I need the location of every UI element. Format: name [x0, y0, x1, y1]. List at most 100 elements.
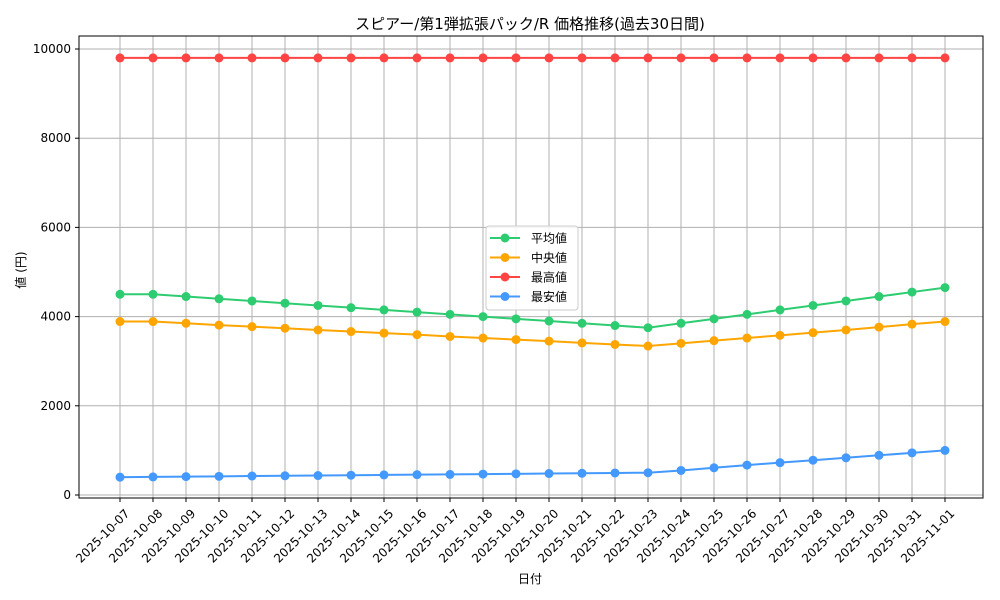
y-axis-label: 値 (円) — [13, 251, 28, 288]
y-tick-label: 4000 — [40, 310, 71, 324]
y-tick-label: 0 — [63, 488, 71, 502]
data-point — [148, 289, 158, 299]
data-point — [775, 53, 785, 63]
data-point — [379, 305, 389, 315]
data-point — [181, 53, 191, 63]
data-point — [247, 322, 257, 332]
data-point — [346, 53, 356, 63]
data-point — [478, 53, 488, 63]
data-point — [511, 469, 521, 479]
data-point — [874, 292, 884, 302]
data-point — [874, 450, 884, 460]
data-point — [445, 331, 455, 341]
x-axis-label: 日付 — [518, 572, 542, 586]
data-point — [940, 445, 950, 455]
data-point — [775, 458, 785, 468]
data-point — [742, 53, 752, 63]
y-tick-label: 6000 — [40, 220, 71, 234]
data-point — [148, 317, 158, 327]
series-3 — [115, 445, 950, 482]
data-point — [445, 469, 455, 479]
data-point — [478, 333, 488, 343]
series-line — [119, 449, 946, 479]
data-point — [346, 470, 356, 480]
data-point — [643, 53, 653, 63]
data-point — [445, 309, 455, 319]
legend-box — [485, 225, 579, 311]
data-point — [214, 53, 224, 63]
legend-label: 最安値 — [531, 289, 567, 304]
data-point — [412, 330, 422, 340]
data-point — [280, 298, 290, 308]
data-point — [907, 53, 917, 63]
legend-label: 中央値 — [531, 250, 567, 265]
legend-label: 最高値 — [531, 270, 567, 285]
data-point — [676, 53, 686, 63]
data-point — [709, 53, 719, 63]
data-point — [940, 53, 950, 63]
legend-marker — [500, 233, 510, 243]
data-point — [412, 53, 422, 63]
y-tick-label: 8000 — [40, 131, 71, 145]
data-point — [214, 320, 224, 330]
series-2 — [115, 53, 950, 63]
data-point — [907, 448, 917, 458]
y-tick-label: 2000 — [40, 399, 71, 413]
data-point — [115, 472, 125, 482]
series-1 — [115, 317, 950, 351]
data-point — [115, 289, 125, 299]
data-point — [247, 471, 257, 481]
data-point — [775, 330, 785, 340]
data-point — [544, 469, 554, 479]
data-point — [907, 319, 917, 329]
data-point — [742, 460, 752, 470]
data-point — [940, 283, 950, 293]
data-point — [610, 53, 620, 63]
data-point — [115, 317, 125, 327]
data-point — [544, 316, 554, 326]
data-point — [775, 305, 785, 315]
plot-frame — [78, 35, 984, 499]
data-point — [742, 333, 752, 343]
data-point — [412, 307, 422, 317]
data-point — [874, 53, 884, 63]
data-point — [346, 327, 356, 337]
data-point — [214, 471, 224, 481]
data-point — [907, 287, 917, 297]
data-point — [313, 325, 323, 335]
data-point — [181, 318, 191, 328]
data-point — [313, 300, 323, 310]
data-point — [577, 468, 587, 478]
data-point — [544, 336, 554, 346]
data-point — [280, 471, 290, 481]
data-point — [148, 53, 158, 63]
data-point — [841, 53, 851, 63]
data-point — [610, 339, 620, 349]
data-point — [313, 471, 323, 481]
data-point — [346, 303, 356, 313]
data-point — [214, 294, 224, 304]
data-point — [808, 328, 818, 338]
data-point — [808, 300, 818, 310]
data-point — [643, 468, 653, 478]
data-point — [940, 317, 950, 327]
series-0 — [115, 283, 950, 333]
series-line — [120, 286, 946, 329]
data-point — [709, 463, 719, 473]
data-point — [511, 335, 521, 345]
data-point — [808, 455, 818, 465]
data-point — [709, 336, 719, 346]
data-point — [544, 53, 554, 63]
data-point — [280, 323, 290, 333]
data-point — [511, 314, 521, 324]
data-point — [247, 53, 257, 63]
data-point — [181, 472, 191, 482]
data-point — [643, 323, 653, 333]
data-point — [841, 296, 851, 306]
data-point — [181, 292, 191, 302]
series-line — [120, 320, 946, 348]
data-point — [115, 53, 125, 63]
data-point — [247, 296, 257, 306]
data-point — [841, 453, 851, 463]
legend-label: 平均値 — [531, 231, 567, 246]
